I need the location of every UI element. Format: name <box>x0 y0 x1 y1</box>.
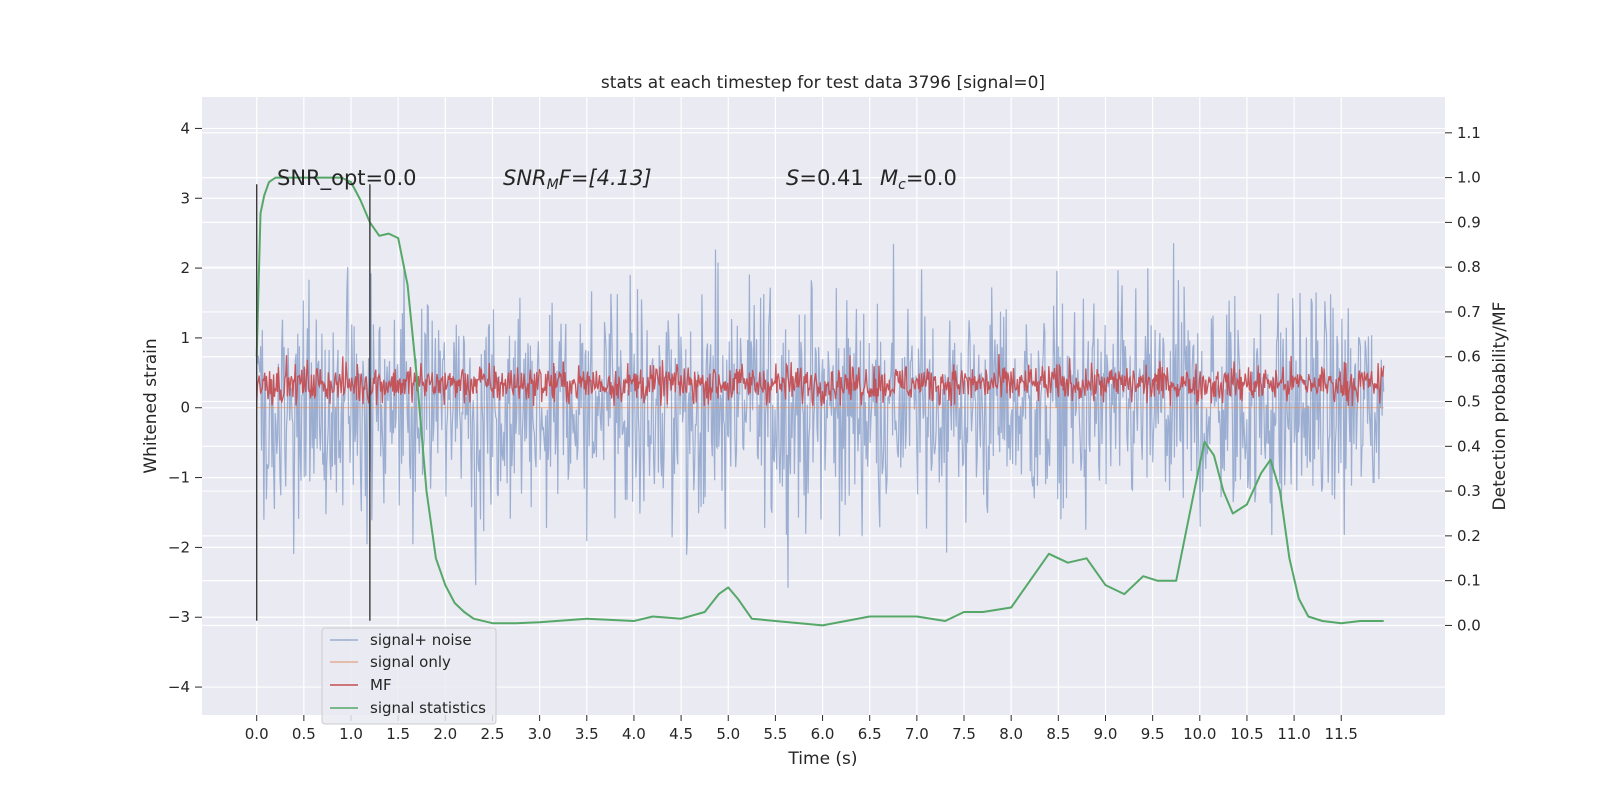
s-symbol: S <box>786 166 799 190</box>
y2-tick-label: 0.1 <box>1457 572 1481 590</box>
y2-tick-label: 1.1 <box>1457 124 1481 142</box>
y2-tick-label: 0.6 <box>1457 348 1481 366</box>
y-axis-label: Whitened strain <box>141 338 161 473</box>
y-tick-label: −4 <box>168 678 190 696</box>
vertical-markers <box>255 184 371 621</box>
y2-tick-label: 0.3 <box>1457 482 1481 500</box>
x-tick-label: 3.5 <box>575 725 599 743</box>
x-tick-label: 5.5 <box>763 725 787 743</box>
x-tick-label: 4.0 <box>622 725 646 743</box>
x-tick-label: 8.0 <box>999 725 1023 743</box>
snr-mf-symbol: SNR <box>503 166 547 190</box>
series-layer <box>255 176 1385 627</box>
x-tick-label: 7.0 <box>905 725 929 743</box>
mf-series <box>256 353 1385 407</box>
y-tick-label: −3 <box>168 608 190 626</box>
x-tick-label: 10.5 <box>1230 725 1263 743</box>
y2-tick-label: 1.0 <box>1457 169 1481 187</box>
legend-item-signal-statistics: signal statistics <box>330 699 486 717</box>
y-axis-left: 4 3 2 1 0 −1 −2 −3 −4 <box>168 119 202 696</box>
x-tick-label: 11.0 <box>1277 725 1310 743</box>
y2-tick-label: 0.4 <box>1457 437 1481 455</box>
x-tick-label: 6.0 <box>811 725 835 743</box>
legend-item-signal-only: signal only <box>330 653 451 671</box>
y-axis-right: 1.1 1.0 0.9 0.8 0.7 0.6 0.5 0.4 0.3 0.2 0.1 0.0 <box>1445 124 1481 634</box>
snr-mf-value: F=[4.13] <box>559 166 652 190</box>
y-tick-label: 0 <box>180 399 190 417</box>
s-annotation: S=0.41 <box>786 166 864 190</box>
y2-tick-label: 0.5 <box>1457 393 1481 411</box>
snr-opt-annotation: SNR_opt=0.0 <box>277 166 417 191</box>
legend-box <box>321 627 497 725</box>
y2-tick-label: 0.2 <box>1457 527 1481 545</box>
x-tick-label: 11.5 <box>1325 725 1358 743</box>
legend-item-mf: MF <box>330 676 392 694</box>
x-tick-label: 6.5 <box>858 725 882 743</box>
x-tick-label: 2.0 <box>433 725 457 743</box>
mc-subscript: c <box>898 177 906 193</box>
legend-label: signal only <box>370 653 451 671</box>
mc-symbol: M <box>880 166 898 190</box>
y-tick-label: 3 <box>180 189 190 207</box>
x-tick-label: 10.0 <box>1183 725 1216 743</box>
x-tick-label: 1.0 <box>339 725 363 743</box>
y-tick-label: 2 <box>180 259 190 277</box>
x-tick-label: 9.5 <box>1141 725 1165 743</box>
y-tick-label: 1 <box>180 329 190 347</box>
x-axis: 0.0 0.5 1.0 1.5 2.0 2.5 3.0 3.5 4.0 4.5 5.0 5.5 6.0 6… <box>245 715 1358 743</box>
x-tick-label: 4.5 <box>669 725 693 743</box>
x-tick-label: 0.5 <box>292 725 316 743</box>
x-tick-label: 7.5 <box>952 725 976 743</box>
x-tick-label: 0.0 <box>245 725 269 743</box>
y-tick-label: 4 <box>180 119 190 137</box>
signal-statistics-series <box>255 176 1384 627</box>
mc-value: =0.0 <box>906 166 957 190</box>
y2-tick-label: 0.7 <box>1457 303 1481 321</box>
legend-label: signal statistics <box>370 699 486 717</box>
chart-title: stats at each timestep for test data 379… <box>601 73 1045 93</box>
legend-item-signal-noise: signal+ noise <box>330 631 472 649</box>
s-value: =0.41 <box>799 166 863 190</box>
annotations: SNR_opt=0.0 SNRMF=[4.13] S=0.41 Mc=0.0 <box>277 166 957 193</box>
y-tick-label: −2 <box>168 538 190 556</box>
x-tick-label: 1.5 <box>386 725 410 743</box>
x-tick-label: 9.0 <box>1094 725 1118 743</box>
x-tick-label: 8.5 <box>1046 725 1070 743</box>
legend-label: signal+ noise <box>370 631 472 649</box>
snr-mf-annotation: SNRMF=[4.13] <box>503 166 652 193</box>
y2-tick-label: 0.8 <box>1457 258 1481 276</box>
y-tick-label: −1 <box>168 469 190 487</box>
snr-mf-subscript: M <box>547 177 559 193</box>
y2-tick-label: 0.9 <box>1457 213 1481 231</box>
legend-label: MF <box>370 676 392 694</box>
x-axis-label: Time (s) <box>787 749 857 769</box>
x-tick-label: 2.5 <box>481 725 505 743</box>
y2-tick-label: 0.0 <box>1457 616 1481 634</box>
y2-axis-label: Detection probability/MF <box>1490 302 1510 511</box>
legend: signal+ noise signal only MF signal stat… <box>321 627 497 725</box>
mc-annotation: Mc=0.0 <box>880 166 957 193</box>
x-tick-label: 3.0 <box>528 725 552 743</box>
grid <box>202 97 1445 715</box>
x-tick-label: 5.0 <box>716 725 740 743</box>
